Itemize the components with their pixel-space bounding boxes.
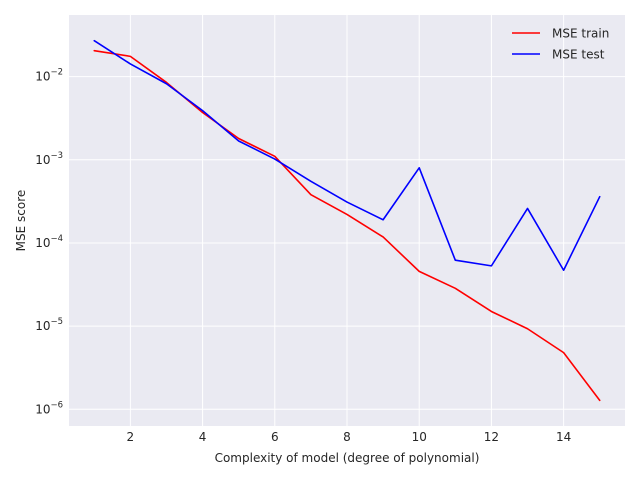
x-tick-label: 10 [412, 430, 427, 444]
series-layer [93, 39, 601, 402]
y-tick-label: 10−4 [35, 234, 63, 250]
y-tick-label: 10−3 [35, 151, 63, 167]
y-axis-label: MSE score [14, 190, 28, 252]
y-tick-labels: 10−6 10−5 10−4 10−3 10−2 [35, 68, 63, 417]
legend: MSE train MSE test [512, 27, 609, 62]
legend-label-test: MSE test [552, 48, 605, 62]
x-axis-label: Complexity of model (degree of polynomia… [215, 451, 480, 465]
y-tick-label: 10−5 [35, 317, 63, 333]
x-tick-label: 6 [271, 430, 279, 444]
grid-vertical [129, 15, 565, 426]
x-tick-label: 2 [127, 430, 135, 444]
legend-label-train: MSE train [552, 27, 609, 41]
x-tick-label: 12 [484, 430, 499, 444]
series-line-test [93, 39, 601, 272]
grid-horizontal [69, 76, 625, 410]
x-tick-labels: 2 4 6 8 10 12 14 [127, 430, 572, 444]
y-tick-label: 10−6 [35, 400, 63, 416]
x-tick-label: 4 [199, 430, 207, 444]
x-tick-label: 14 [556, 430, 571, 444]
x-tick-label: 8 [343, 430, 351, 444]
y-tick-label: 10−2 [35, 68, 63, 84]
